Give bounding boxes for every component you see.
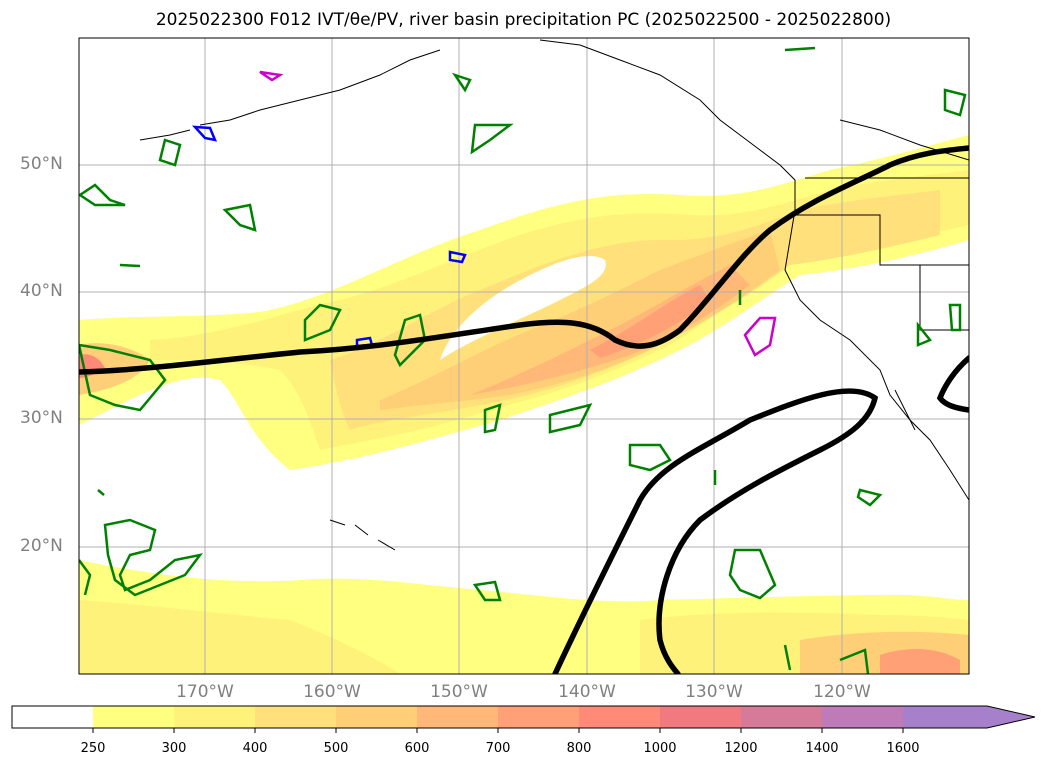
pv-contour-east — [936, 355, 969, 413]
lon-label-170w: 170°W — [176, 682, 234, 702]
precip-magenta-north — [259, 70, 284, 82]
figure-title: 2025022300 F012 IVT/θe/PV, river basin p… — [155, 10, 892, 30]
colorbar-label-500: 500 — [323, 741, 349, 756]
colorbar-segment-600 — [417, 706, 498, 728]
colorbar-segment-1000 — [660, 706, 741, 728]
lon-label-140w: 140°W — [558, 682, 616, 702]
lat-label-30n: 30°N — [20, 408, 63, 428]
lon-label-130w: 130°W — [685, 682, 743, 702]
precip-blue-north — [191, 125, 218, 142]
colorbar-label-400: 400 — [242, 741, 268, 756]
precip-magenta-coast — [743, 316, 777, 357]
colorbar-segment-under — [12, 706, 93, 728]
lat-label-50n: 50°N — [20, 154, 63, 174]
pv-contour-south — [552, 388, 879, 674]
pv-contours — [79, 145, 969, 674]
colorbar-label-250: 250 — [80, 741, 106, 756]
colorbar-label-700: 700 — [485, 741, 511, 756]
colorbar-outline — [11, 705, 1036, 729]
colorbar-label-1400: 1400 — [805, 741, 839, 756]
theta-e-contours — [79, 46, 967, 674]
colorbar-label-800: 800 — [566, 741, 592, 756]
colorbar-segment-800 — [579, 706, 660, 728]
lon-label-150w: 150°W — [430, 682, 488, 702]
ivt-south-300-west — [79, 600, 400, 674]
colorbar-segment-1200 — [741, 706, 822, 728]
precip-blue-mid — [448, 250, 467, 264]
graticule — [79, 38, 969, 674]
map-frame — [78, 37, 970, 675]
colorbar — [11, 705, 1036, 733]
colorbar-segment-1600 — [903, 706, 987, 728]
lon-label-160w: 160°W — [303, 682, 361, 702]
colorbar-label-1600: 1600 — [886, 741, 920, 756]
colorbar-ticks — [92, 728, 904, 733]
colorbar-segment-300 — [174, 706, 255, 728]
colorbar-label-300: 300 — [161, 741, 187, 756]
lat-label-40n: 40°N — [20, 281, 63, 301]
ivt-south-700 — [880, 648, 960, 674]
colorbar-segment-700 — [498, 706, 579, 728]
colorbar-extend-arrow — [987, 706, 1035, 728]
coastline — [139, 39, 969, 551]
ivt-gap — [440, 255, 606, 360]
colorbar-segment-500 — [336, 706, 417, 728]
colorbar-label-1000: 1000 — [643, 741, 677, 756]
ivt-500-area — [380, 230, 780, 410]
lat-label-20n: 20°N — [20, 536, 63, 556]
colorbar-label-600: 600 — [404, 741, 430, 756]
colorbar-segment-1400 — [822, 706, 903, 728]
colorbar-label-1200: 1200 — [724, 741, 758, 756]
colorbar-segment-250 — [93, 706, 174, 728]
colorbar-segment-400 — [255, 706, 336, 728]
pv-contour-main — [79, 145, 969, 375]
lon-label-120w: 120°W — [813, 682, 871, 702]
